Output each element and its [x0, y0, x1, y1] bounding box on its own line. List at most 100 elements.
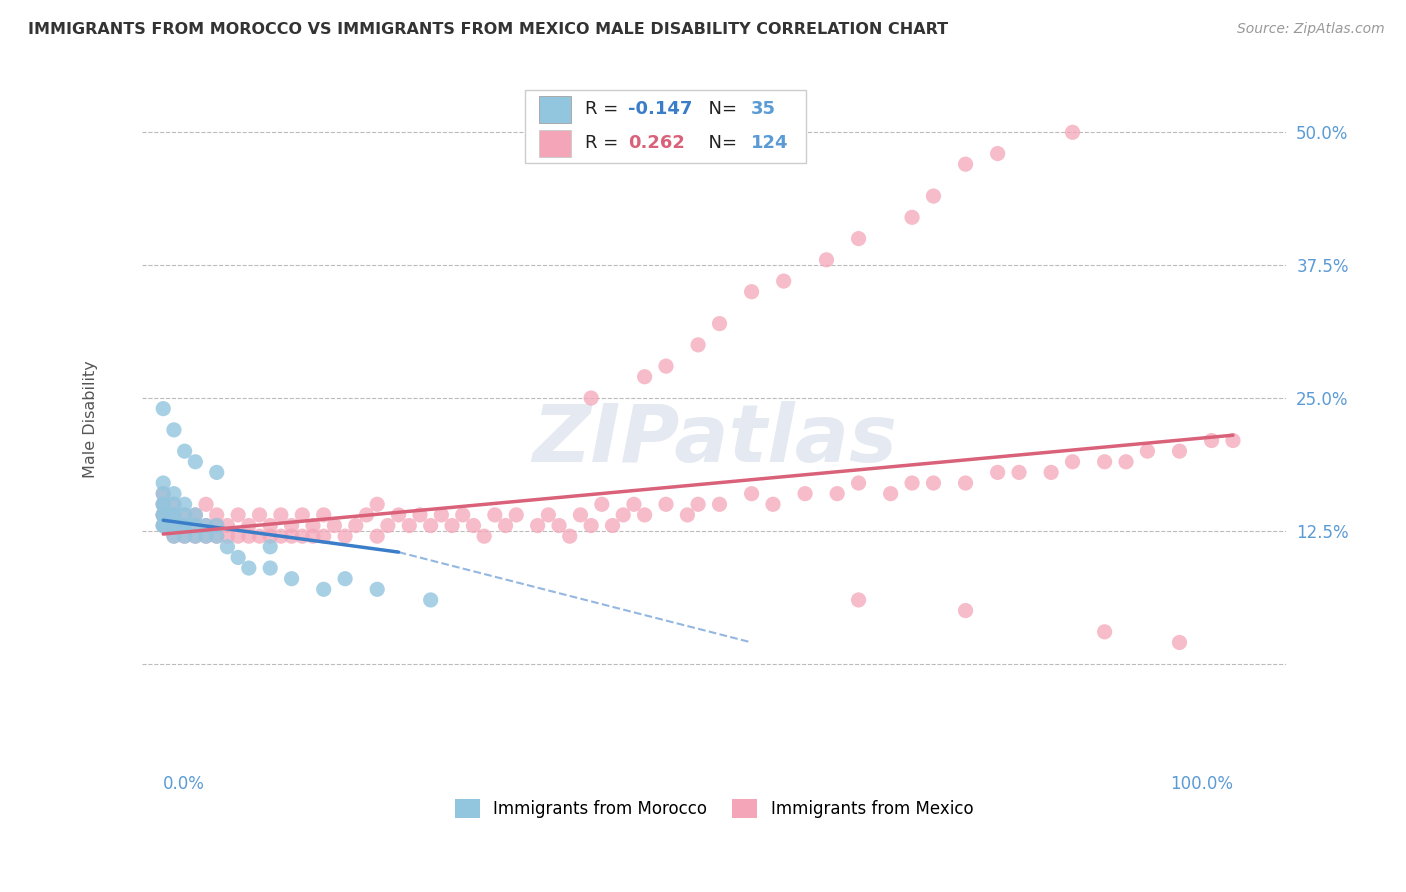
Point	[356, 508, 378, 522]
Point	[173, 508, 195, 522]
Point	[987, 146, 1010, 161]
Point	[195, 529, 218, 543]
Point	[848, 593, 870, 607]
Point	[205, 508, 228, 522]
Point	[591, 497, 613, 511]
Point	[344, 518, 367, 533]
Text: IMMIGRANTS FROM MOROCCO VS IMMIGRANTS FROM MEXICO MALE DISABILITY CORRELATION CH: IMMIGRANTS FROM MOROCCO VS IMMIGRANTS FR…	[28, 22, 948, 37]
Point	[441, 518, 464, 533]
Point	[259, 540, 281, 554]
Point	[184, 455, 207, 469]
Point	[463, 518, 485, 533]
Point	[1168, 635, 1191, 649]
Point	[152, 518, 174, 533]
Text: 100.0%: 100.0%	[1170, 775, 1233, 793]
Point	[472, 529, 495, 543]
Text: ZIPatlas: ZIPatlas	[531, 401, 897, 479]
Point	[163, 423, 186, 437]
Point	[259, 518, 281, 533]
Point	[1094, 455, 1116, 469]
Point	[173, 518, 195, 533]
Point	[291, 529, 314, 543]
Text: Source: ZipAtlas.com: Source: ZipAtlas.com	[1237, 22, 1385, 37]
Text: N=: N=	[697, 101, 742, 119]
Legend: Immigrants from Morocco, Immigrants from Mexico: Immigrants from Morocco, Immigrants from…	[449, 793, 980, 825]
Point	[505, 508, 527, 522]
Point	[772, 274, 794, 288]
Point	[173, 518, 195, 533]
Point	[612, 508, 634, 522]
Text: 0.262: 0.262	[628, 135, 685, 153]
Point	[848, 476, 870, 491]
Point	[688, 497, 710, 511]
Point	[484, 508, 506, 522]
Point	[387, 508, 409, 522]
Point	[217, 518, 239, 533]
Point	[922, 476, 945, 491]
Point	[1115, 455, 1137, 469]
Point	[163, 518, 186, 533]
Point	[676, 508, 699, 522]
Point	[1136, 444, 1159, 458]
Point	[195, 497, 218, 511]
Point	[848, 231, 870, 245]
Point	[1201, 434, 1223, 448]
Point	[901, 211, 924, 225]
Point	[922, 189, 945, 203]
Point	[741, 285, 763, 299]
Point	[548, 518, 571, 533]
Point	[602, 518, 624, 533]
Point	[1062, 455, 1084, 469]
Point	[569, 508, 592, 522]
Point	[1040, 466, 1063, 480]
Point	[152, 508, 174, 522]
Point	[495, 518, 517, 533]
Point	[419, 593, 441, 607]
Point	[623, 497, 645, 511]
Point	[152, 486, 174, 500]
Point	[152, 518, 174, 533]
Point	[173, 508, 195, 522]
Point	[163, 486, 186, 500]
Point	[238, 518, 260, 533]
Point	[270, 529, 292, 543]
Point	[633, 508, 655, 522]
Point	[655, 497, 678, 511]
Point	[217, 540, 239, 554]
Point	[558, 529, 581, 543]
Point	[419, 518, 441, 533]
Point	[173, 497, 195, 511]
Point	[655, 359, 678, 373]
Point	[163, 529, 186, 543]
Point	[302, 518, 325, 533]
Point	[825, 486, 848, 500]
Point	[173, 529, 195, 543]
Point	[173, 518, 195, 533]
Point	[152, 508, 174, 522]
Point	[152, 401, 174, 416]
Point	[226, 508, 249, 522]
Point	[333, 529, 356, 543]
Point	[291, 508, 314, 522]
Point	[579, 391, 602, 405]
Point	[270, 508, 292, 522]
Point	[184, 529, 207, 543]
Point	[955, 603, 977, 617]
Point	[163, 518, 186, 533]
Point	[152, 486, 174, 500]
Point	[366, 529, 388, 543]
Point	[152, 497, 174, 511]
Point	[312, 582, 335, 597]
Point	[163, 508, 186, 522]
Point	[163, 508, 186, 522]
Point	[173, 444, 195, 458]
Point	[259, 529, 281, 543]
Point	[184, 529, 207, 543]
Point	[366, 497, 388, 511]
Point	[398, 518, 420, 533]
Point	[152, 497, 174, 511]
Point	[280, 529, 302, 543]
Point	[249, 529, 271, 543]
Point	[226, 529, 249, 543]
Bar	[538, 96, 571, 123]
